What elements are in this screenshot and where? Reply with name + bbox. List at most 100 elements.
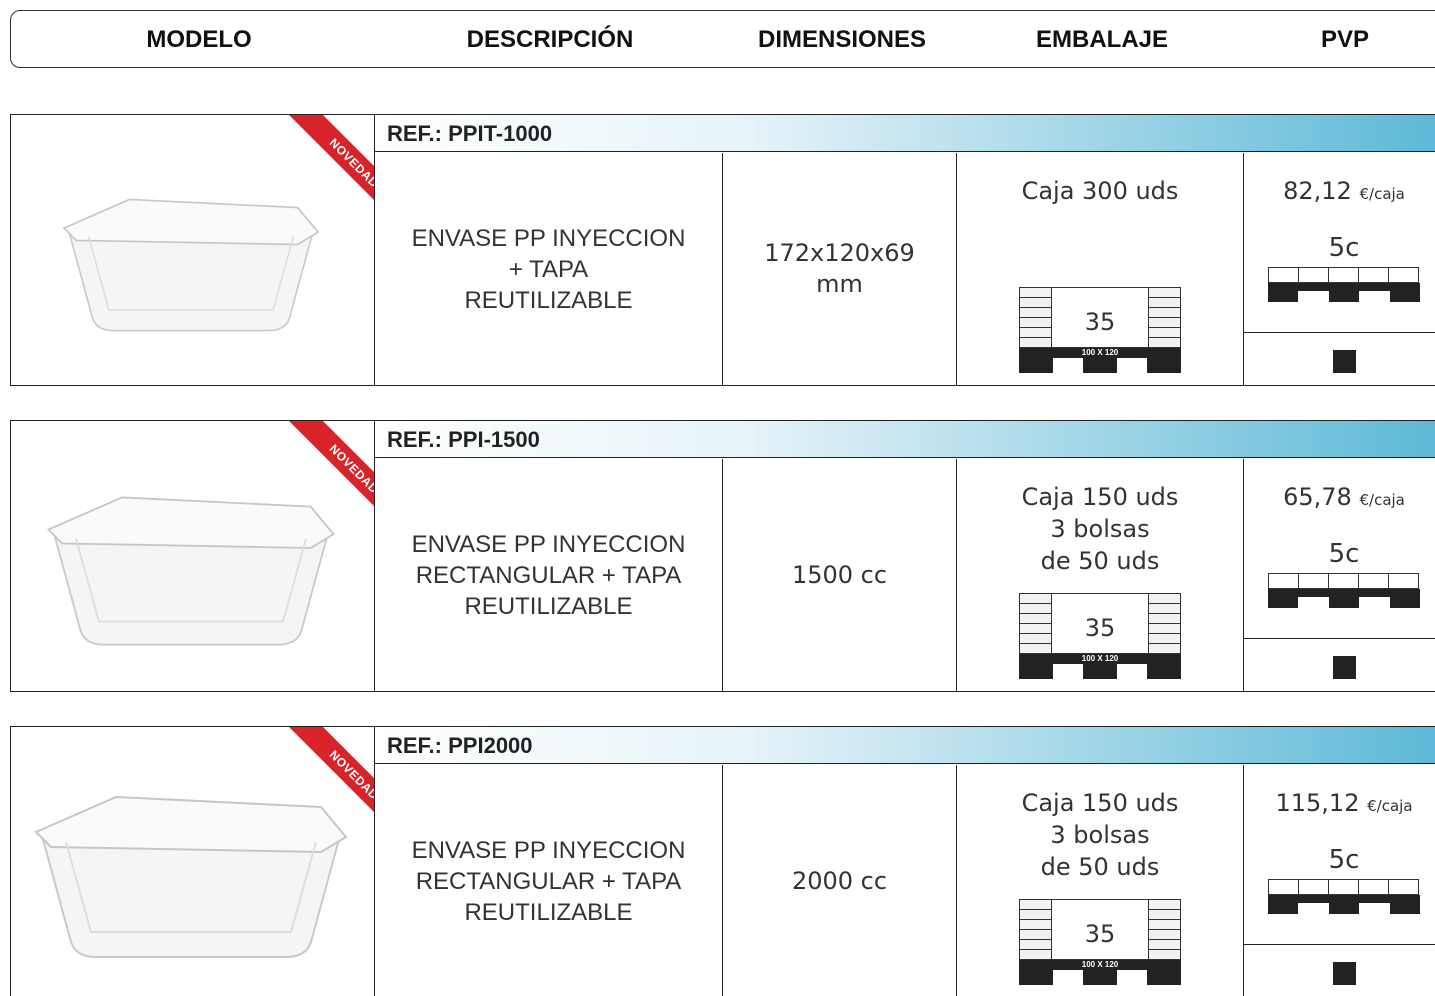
price-square <box>1333 350 1356 373</box>
container-illustration <box>46 496 335 646</box>
price: 82,12 €/caja <box>1244 177 1435 205</box>
pallet-center <box>1051 899 1149 960</box>
product-image: NOVEDAD <box>11 727 375 996</box>
layer-base <box>1268 283 1420 291</box>
pallet-foot <box>1019 358 1053 373</box>
price-square <box>1333 656 1356 679</box>
pallet-box <box>1019 929 1052 940</box>
pallet-box <box>1148 593 1181 604</box>
reference-label: REF.: <box>387 733 442 758</box>
pallet-size: 100 X 120 <box>1082 960 1119 969</box>
pallet-box <box>1148 643 1181 654</box>
container-rim <box>46 496 335 549</box>
packaging-line: de 50 uds <box>1040 853 1160 881</box>
layer-foot <box>1268 903 1298 914</box>
pallet-box <box>1148 287 1181 298</box>
container <box>46 496 335 646</box>
layer-foot <box>1390 291 1420 302</box>
layer-foot <box>1268 291 1298 302</box>
layer-foot <box>1329 597 1359 608</box>
pallet-box <box>1019 919 1052 930</box>
dimensions-line: mm <box>816 270 863 298</box>
dimensions-cell: 2000 cc <box>723 765 957 996</box>
pallet-box <box>1148 939 1181 950</box>
pallet-box <box>1019 899 1052 910</box>
reference-code: PPIT-1000 <box>448 121 553 146</box>
price-cell: 82,12 €/caja 5c <box>1244 153 1435 385</box>
container-body <box>51 528 331 646</box>
product-image: NOVEDAD <box>11 115 375 385</box>
pallet-box <box>1148 307 1181 318</box>
price-value: 82,12 <box>1283 177 1352 205</box>
layer-box <box>1328 267 1359 283</box>
reference-bar: REF.: PPI2000 <box>375 727 1435 764</box>
layer-base <box>1268 589 1420 597</box>
pallet-icon: 35 100 X 120 <box>1019 899 1181 985</box>
packaging-cell: Caja 150 uds 3 bolsas de 50 uds 35 100 X 120 <box>957 765 1244 996</box>
pallet-box <box>1148 919 1181 930</box>
layer-foot <box>1268 597 1298 608</box>
price-divider <box>1244 638 1435 639</box>
price-value: 115,12 <box>1275 789 1360 817</box>
description-line: REUTILIZABLE <box>464 592 633 620</box>
pallet-box <box>1148 633 1181 644</box>
pallet-icon: 35 100 X 120 <box>1019 287 1181 373</box>
pallet-box <box>1019 909 1052 920</box>
pallet-box <box>1148 623 1181 634</box>
pallet-box <box>1148 317 1181 328</box>
pallet-box <box>1019 297 1052 308</box>
pallet-foot <box>1083 664 1117 679</box>
pallet-base <box>1019 654 1181 664</box>
packaging-line: Caja 300 uds <box>1021 177 1179 205</box>
layer-box <box>1298 573 1329 589</box>
column-header: EMBALAJE <box>1035 26 1169 53</box>
description-cell: ENVASE PP INYECCION + TAPA REUTILIZABLE <box>375 153 723 385</box>
reference-label: REF.: <box>387 427 442 452</box>
description-line: ENVASE PP INYECCION <box>411 530 686 558</box>
pallet-box <box>1148 909 1181 920</box>
packaging-line: Caja 150 uds <box>1021 789 1179 817</box>
price-unit: €/caja <box>1359 491 1405 509</box>
pallet-count: 35 <box>1085 308 1116 336</box>
dimensions-cell: 1500 cc <box>723 459 957 691</box>
container-body <box>39 831 343 958</box>
pallet-center <box>1051 593 1149 654</box>
layer-foot <box>1390 597 1420 608</box>
description-line: REUTILIZABLE <box>464 286 633 314</box>
table-header <box>10 10 1435 68</box>
reference-code: PPI2000 <box>448 733 533 758</box>
pallet-box <box>1148 949 1181 960</box>
product-image: NOVEDAD <box>11 421 375 691</box>
description-cell: ENVASE PP INYECCION RECTANGULAR + TAPA REU… <box>375 459 723 691</box>
column-header: PVP <box>1320 26 1370 53</box>
pallet-box <box>1019 939 1052 950</box>
container-rim <box>62 198 320 246</box>
dimensions-line: 172x120x69 <box>764 239 915 267</box>
pallet-foot <box>1083 358 1117 373</box>
price-cell: 115,12 €/caja 5c <box>1244 765 1435 996</box>
column-header: DIMENSIONES <box>757 26 927 53</box>
container-illustration <box>62 198 320 332</box>
pallet-center <box>1051 287 1149 348</box>
pallet-box <box>1148 929 1181 940</box>
pallet-box <box>1019 593 1052 604</box>
description-line: RECTANGULAR + TAPA <box>415 561 682 589</box>
packaging-cell: Caja 150 uds 3 bolsas de 50 uds 35 100 X 120 <box>957 459 1244 691</box>
layer-box <box>1358 879 1389 895</box>
packaging-line: Caja 150 uds <box>1021 483 1179 511</box>
layer-base <box>1268 895 1420 903</box>
pallet-size: 100 X 120 <box>1082 654 1119 663</box>
pallet-box <box>1148 297 1181 308</box>
pallet-base <box>1019 960 1181 970</box>
pallet-count: 35 <box>1085 614 1116 642</box>
description-line: ENVASE PP INYECCION <box>411 224 686 252</box>
price-value: 65,78 <box>1283 483 1352 511</box>
container-inner <box>65 841 317 933</box>
pallet-box <box>1148 603 1181 614</box>
pallet-base <box>1019 348 1181 358</box>
reference-bar: REF.: PPI-1500 <box>375 421 1435 458</box>
layer-box <box>1358 267 1389 283</box>
price-layers: 5c <box>1328 233 1360 263</box>
layer-box <box>1388 573 1419 589</box>
